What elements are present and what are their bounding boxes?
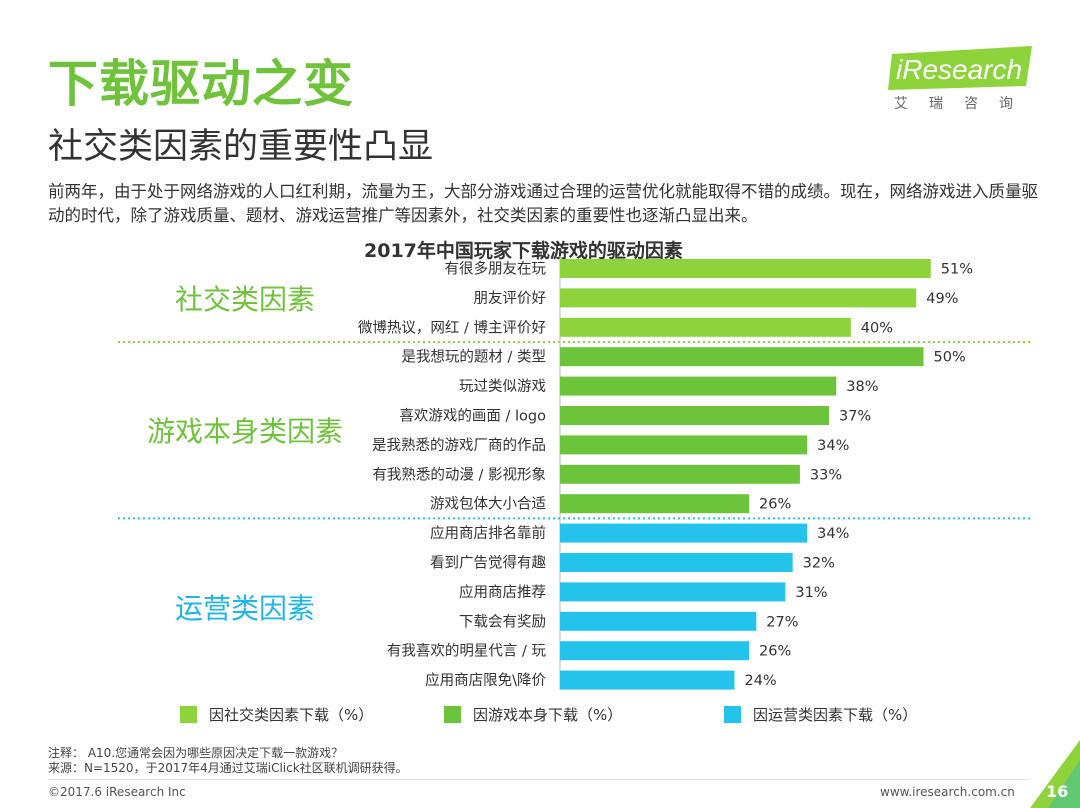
value-label: 49%: [926, 291, 958, 307]
bar: [560, 435, 808, 455]
footer-divider: [48, 779, 1028, 780]
bar: [560, 611, 757, 631]
logo-subtitle: 艾瑞咨询: [894, 96, 1034, 112]
legend-label-game: 因游戏本身下载（%）: [473, 706, 623, 724]
value-label: 37%: [839, 409, 871, 425]
group-label: 游戏本身类因素: [146, 415, 343, 449]
bar: [560, 347, 924, 367]
category-label: 是我熟悉的游戏厂商的作品: [372, 437, 546, 454]
bar: [560, 259, 931, 278]
category-label: 应用商店限免\降价: [425, 671, 546, 689]
category-label: 喜欢游戏的画面 / logo: [399, 408, 546, 425]
category-label: 微博热议，网红 / 博主评价好: [358, 319, 546, 336]
category-label: 下载会有奖励: [459, 613, 546, 630]
intro-paragraph: 前两年，由于处于网络游戏的人口红利期，流量为王，大部分游戏通过合理的运营优化就能…: [48, 182, 1038, 225]
logo-text: iResearch: [896, 54, 1022, 85]
legend-swatch-social: [180, 706, 197, 723]
page-subtitle: 社交类因素的重要性凸显: [48, 127, 434, 167]
value-label: 31%: [795, 585, 827, 601]
legend-label-ops: 因运营类因素下载（%）: [753, 706, 918, 724]
category-label: 玩过类似游戏: [459, 378, 546, 395]
category-label: 朋友评价好: [474, 290, 547, 307]
category-label: 应用商店推荐: [459, 583, 546, 601]
copyright: ©2017.6 iResearch Inc: [48, 785, 186, 799]
category-label: 游戏包体大小合适: [430, 496, 546, 513]
category-label: 有我熟悉的动漫 / 影视形象: [372, 466, 546, 483]
value-label: 24%: [744, 673, 776, 689]
source-text: 来源：N=1520，于2017年4月通过艾瑞iClick社区联机调研获得。: [48, 761, 408, 775]
bar: [560, 523, 808, 543]
legend-label-social: 因社交类因素下载（%）: [209, 706, 374, 724]
group-label: 社交类因素: [174, 282, 315, 316]
legend-item-ops: 因运营类因素下载（%）: [724, 704, 917, 725]
legend: 因社交类因素下载（%） 因游戏本身下载（%） 因运营类因素下载（%）: [0, 704, 1080, 726]
bar-chart: 有很多朋友在玩 51% 朋友评价好 49% 微博热议，网红 / 博主评价好 40% 是我想玩…: [118, 256, 1032, 690]
category-label: 是我想玩的题材 / 类型: [401, 349, 546, 366]
bar: [560, 641, 750, 661]
category-label: 有我喜欢的明星代言 / 玩: [387, 643, 547, 660]
chart-notes: 注释： A10.您通常会因为哪些原因决定下载一款游戏？ 来源：N=1520，于2…: [48, 746, 408, 776]
page-title: 下载驱动之变: [48, 55, 354, 113]
value-label: 34%: [817, 526, 849, 542]
value-label: 27%: [766, 614, 798, 630]
bar: [560, 288, 917, 308]
legend-item-game: 因游戏本身下载（%）: [444, 704, 622, 725]
chart-title: 2017年中国玩家下载游戏的驱动因素: [364, 240, 683, 262]
page-number: 16: [1046, 782, 1069, 801]
legend-swatch-ops: [724, 706, 741, 723]
bar: [560, 670, 735, 690]
bar: [560, 464, 800, 484]
bar: [560, 553, 793, 572]
value-label: 40%: [861, 320, 893, 336]
legend-item-social: 因社交类因素下载（%）: [180, 704, 373, 725]
value-label: 34%: [817, 438, 849, 454]
value-label: 51%: [941, 262, 973, 278]
bar: [560, 317, 851, 337]
bar: [560, 494, 750, 514]
bar: [560, 406, 829, 425]
group-label: 运营类因素: [174, 591, 315, 625]
corner-decoration: [1030, 740, 1080, 808]
value-label: 38%: [846, 379, 878, 395]
legend-swatch-game: [444, 706, 461, 723]
value-label: 32%: [803, 556, 835, 572]
iresearch-logo: iResearch: [886, 46, 1036, 116]
value-label: 50%: [934, 350, 966, 366]
bar: [560, 376, 837, 396]
category-label: 有很多朋友在玩: [445, 261, 547, 278]
category-label: 看到广告觉得有趣: [430, 555, 546, 572]
value-label: 26%: [759, 497, 791, 513]
category-label: 应用商店排名靠前: [430, 524, 546, 542]
value-label: 26%: [759, 644, 791, 660]
value-label: 33%: [810, 467, 842, 483]
bar: [560, 582, 786, 602]
website-link[interactable]: www.iresearch.com.cn: [880, 785, 1015, 799]
note-text: 注释： A10.您通常会因为哪些原因决定下载一款游戏？: [48, 746, 344, 760]
